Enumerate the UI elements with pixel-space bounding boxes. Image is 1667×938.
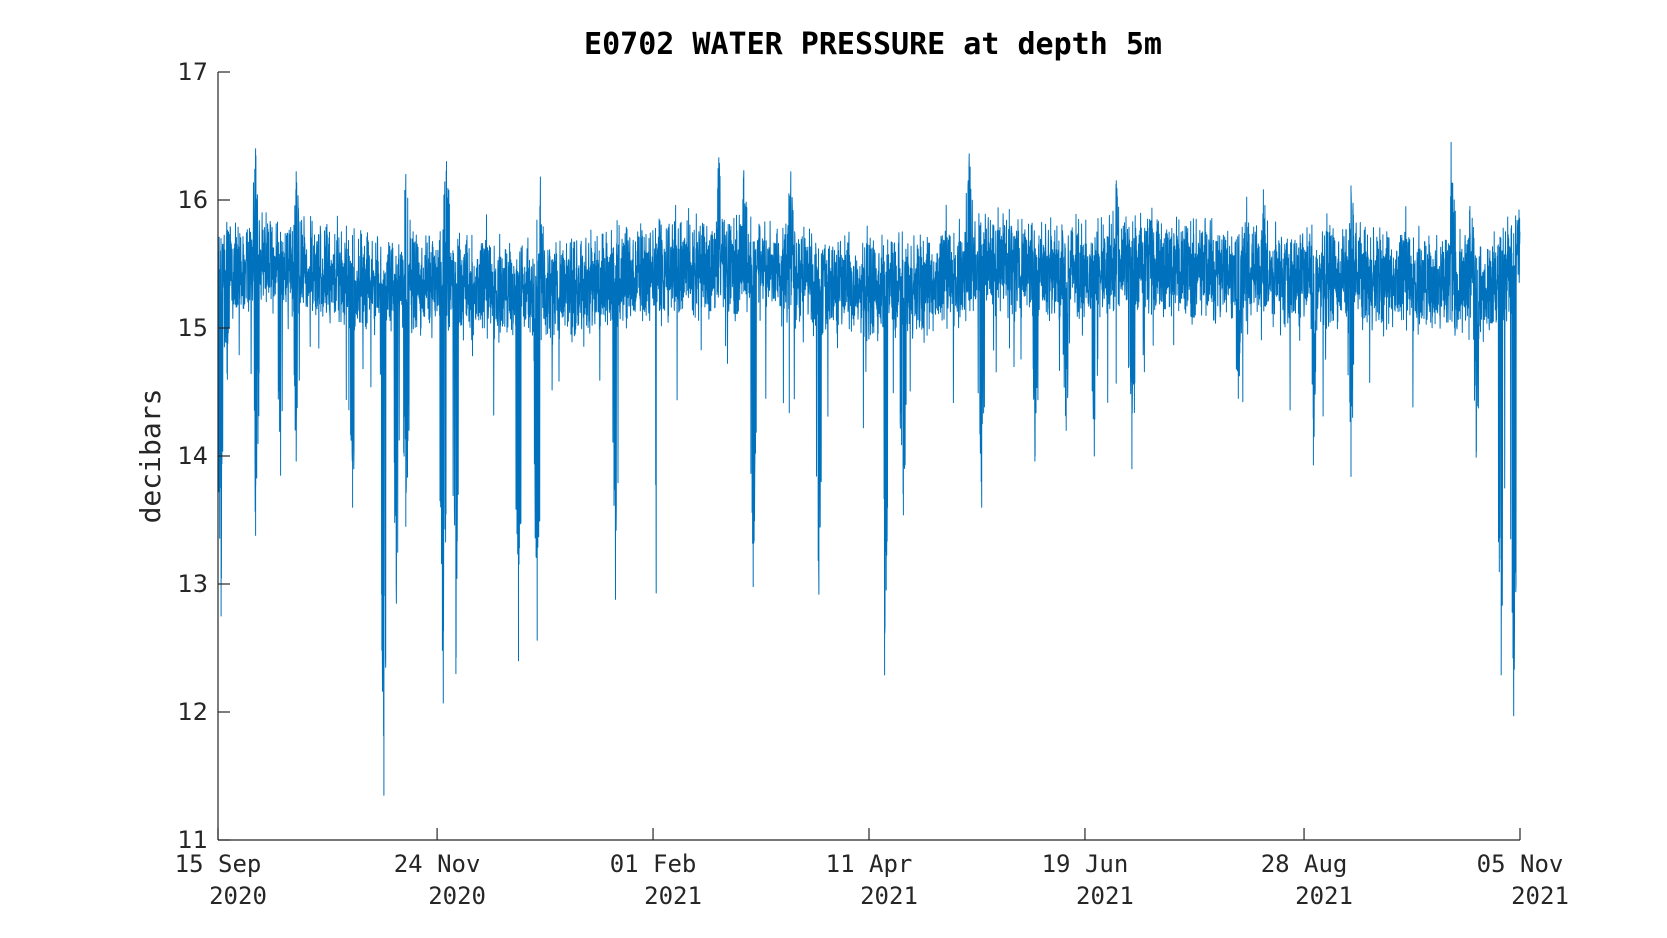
y-tick-label: 14: [177, 442, 208, 470]
x-tick-year: 2021: [1295, 882, 1353, 910]
pressure-series-line: [217, 141, 1521, 796]
y-tick-label: 15: [177, 314, 208, 342]
axes: [217, 72, 1520, 841]
plot-series-layer: [217, 141, 1521, 796]
x-tick-label: 24 Nov: [394, 850, 481, 878]
x-tick-label: 05 Nov: [1477, 850, 1564, 878]
chart-title: E0702 WATER PRESSURE at depth 5m: [584, 27, 1162, 62]
x-tick-year: 2021: [644, 882, 702, 910]
x-tick-year: 2021: [860, 882, 918, 910]
x-tick-label: 19 Jun: [1042, 850, 1129, 878]
x-tick-year: 2020: [209, 882, 267, 910]
x-tick-year: 2020: [428, 882, 486, 910]
y-tick-label: 16: [177, 186, 208, 214]
y-tick-label: 11: [177, 826, 208, 854]
x-tick-year: 2021: [1076, 882, 1134, 910]
x-tick-year: 2021: [1511, 882, 1569, 910]
x-tick-label: 01 Feb: [610, 850, 697, 878]
y-axis-label: decibars: [134, 389, 167, 524]
y-tick-label: 13: [177, 570, 208, 598]
x-tick-label: 11 Apr: [826, 850, 913, 878]
x-ticks: 15 Sep 2020 24 Nov 2020 01 Feb 2021 11 Apr 2021…: [175, 828, 1569, 910]
x-tick-label: 15 Sep: [175, 850, 262, 878]
x-tick-label: 28 Aug: [1261, 850, 1348, 878]
y-ticks: 11 12 13 14 15 16 17: [177, 58, 230, 854]
y-tick-label: 12: [177, 698, 208, 726]
y-tick-label: 17: [177, 58, 208, 86]
